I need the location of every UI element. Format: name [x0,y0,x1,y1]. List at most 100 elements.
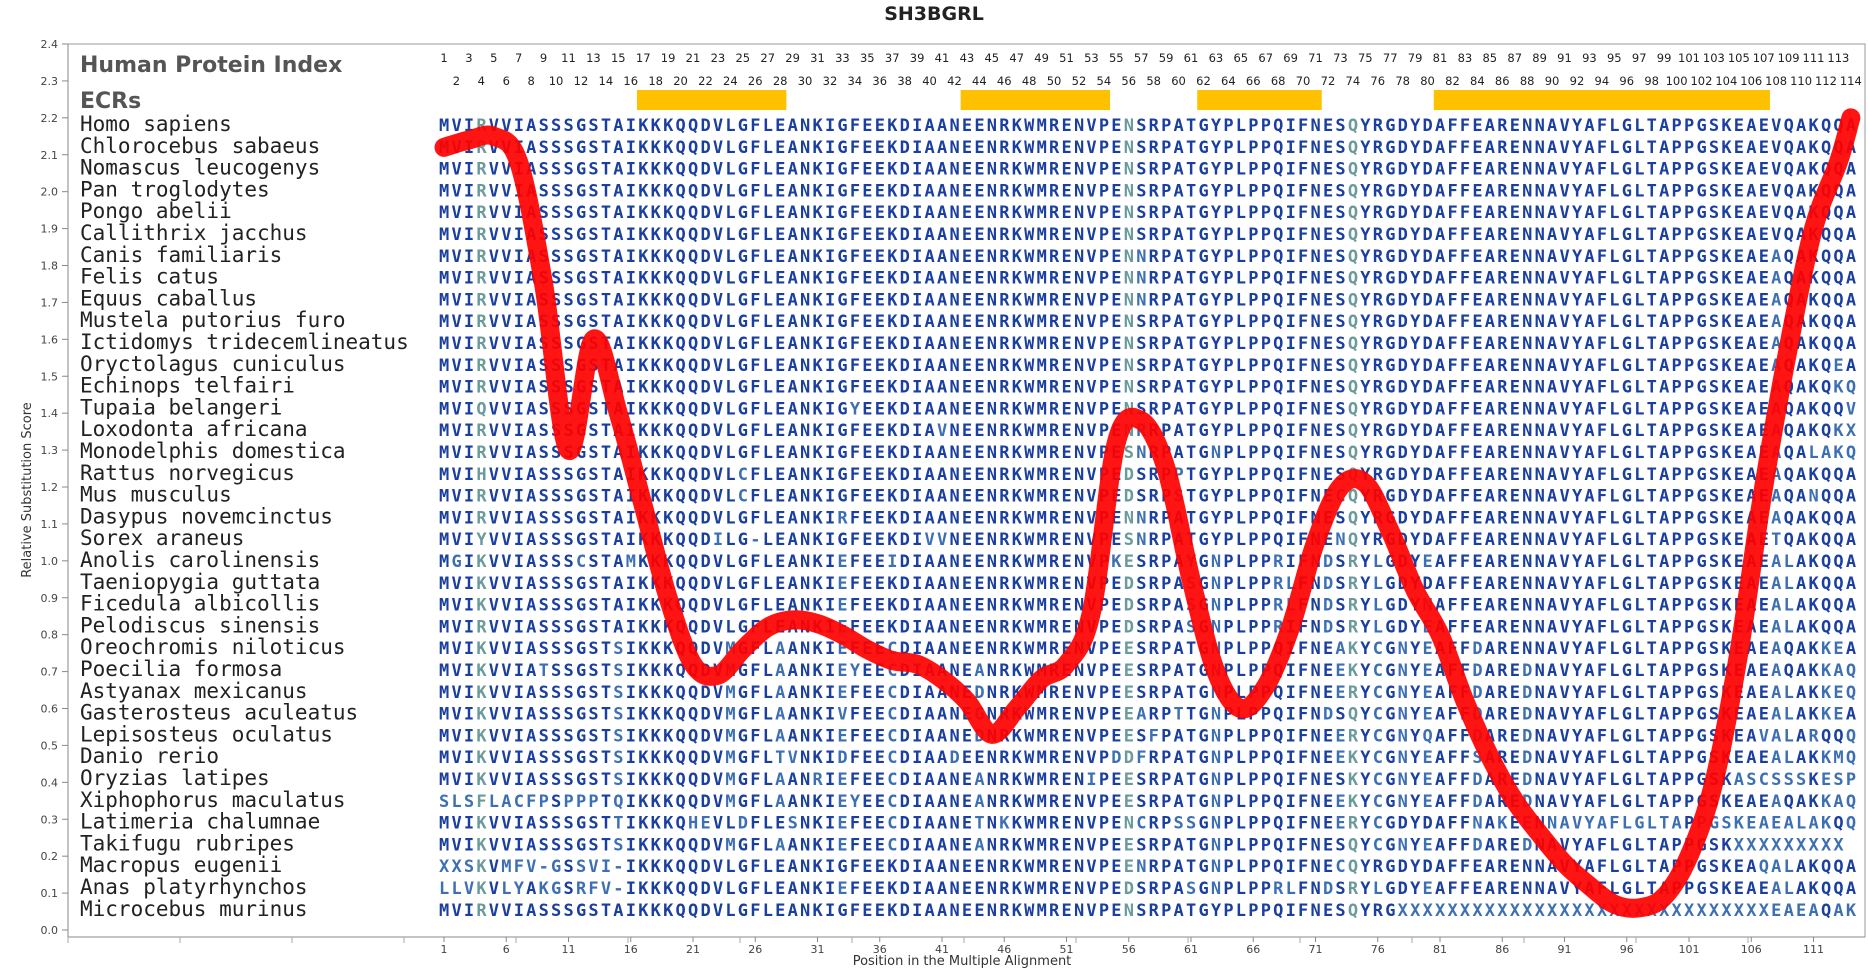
residue: A [1485,879,1495,899]
residue: A [788,116,798,136]
index-number: 48 [1022,74,1037,88]
residue: N [1074,269,1084,289]
residue: E [1111,399,1121,419]
residue: G [576,617,586,637]
residue: I [514,748,524,768]
residue: A [1547,160,1557,180]
residue: E [1734,552,1744,572]
residue: D [1398,378,1408,398]
residue: L [1236,421,1246,441]
residue: S [1709,247,1719,267]
residue: A [1584,661,1594,681]
residue: I [1286,726,1296,746]
residue: A [1584,552,1594,572]
residue: S [1136,879,1146,899]
residue: T [601,770,611,790]
residue: N [1074,530,1084,550]
residue: A [1547,487,1557,507]
residue: N [1522,181,1532,201]
residue: E [1423,770,1433,790]
residue: V [1560,421,1570,441]
residue: E [962,857,972,877]
residue: W [1024,835,1035,855]
residue: Q [1821,378,1831,398]
residue: I [1286,312,1296,332]
residue: Q [613,792,623,812]
residue: A [1846,574,1856,594]
residue: E [1335,683,1345,703]
residue: G [1696,748,1706,768]
residue: F [1447,508,1457,528]
residue: G [1385,879,1395,899]
residue: R [1049,247,1060,267]
residue: E [875,160,885,180]
residue: V [451,901,461,921]
residue: R [1373,269,1384,289]
residue: D [700,138,710,158]
residue: N [949,247,959,267]
residue: A [1547,399,1557,419]
residue: E [775,334,785,354]
residue: A [613,269,623,289]
residue: K [663,639,674,659]
residue: L [763,334,773,354]
residue: M [725,835,735,855]
residue: P [1161,203,1171,223]
index-number: 24 [723,74,738,88]
residue: P [1684,487,1694,507]
residue: A [1846,530,1856,550]
residue: E [875,552,885,572]
residue: P [1672,399,1682,419]
residue: S [539,770,549,790]
residue: I [825,181,835,201]
residue: I [1286,160,1296,180]
residue: Y [1572,269,1583,289]
residue: A [1659,508,1669,528]
residue: S [551,617,561,637]
y-tick-label: 1.5 [41,370,59,383]
residue: K [651,879,662,899]
residue: D [1423,225,1433,245]
residue: A [788,225,798,245]
residue: E [1510,770,1520,790]
residue: L [1609,530,1619,550]
residue: X [1746,835,1757,855]
residue: E [1111,269,1121,289]
residue: T [1186,356,1196,376]
residue: R [1373,857,1384,877]
residue: V [713,421,723,441]
residue: S [588,661,598,681]
residue: Q [476,399,486,419]
residue: E [862,465,872,485]
residue: E [775,596,785,616]
residue: A [1659,203,1669,223]
residue: I [514,290,524,310]
residue: Q [688,487,698,507]
residue: A [1584,574,1594,594]
residue: K [638,378,649,398]
residue: Q [1784,421,1794,441]
residue: A [613,901,623,921]
residue: K [1809,792,1820,812]
residue: F [1298,639,1308,659]
residue: E [1833,683,1843,703]
residue: G [1385,552,1395,572]
residue: E [875,225,885,245]
residue: S [1124,530,1134,550]
residue: V [489,770,499,790]
residue: N [800,247,810,267]
residue: N [1522,269,1532,289]
index-number: 57 [1134,51,1149,65]
residue: K [813,705,824,725]
residue: M [1833,748,1843,768]
residue: F [1460,487,1470,507]
residue: I [464,421,474,441]
residue: E [962,487,972,507]
residue: D [700,857,710,877]
residue: Q [676,290,686,310]
residue: S [1709,552,1719,572]
species-name: Microcebus murinus [80,897,308,921]
residue: K [638,661,649,681]
residue: N [949,443,959,463]
residue: N [1074,879,1084,899]
